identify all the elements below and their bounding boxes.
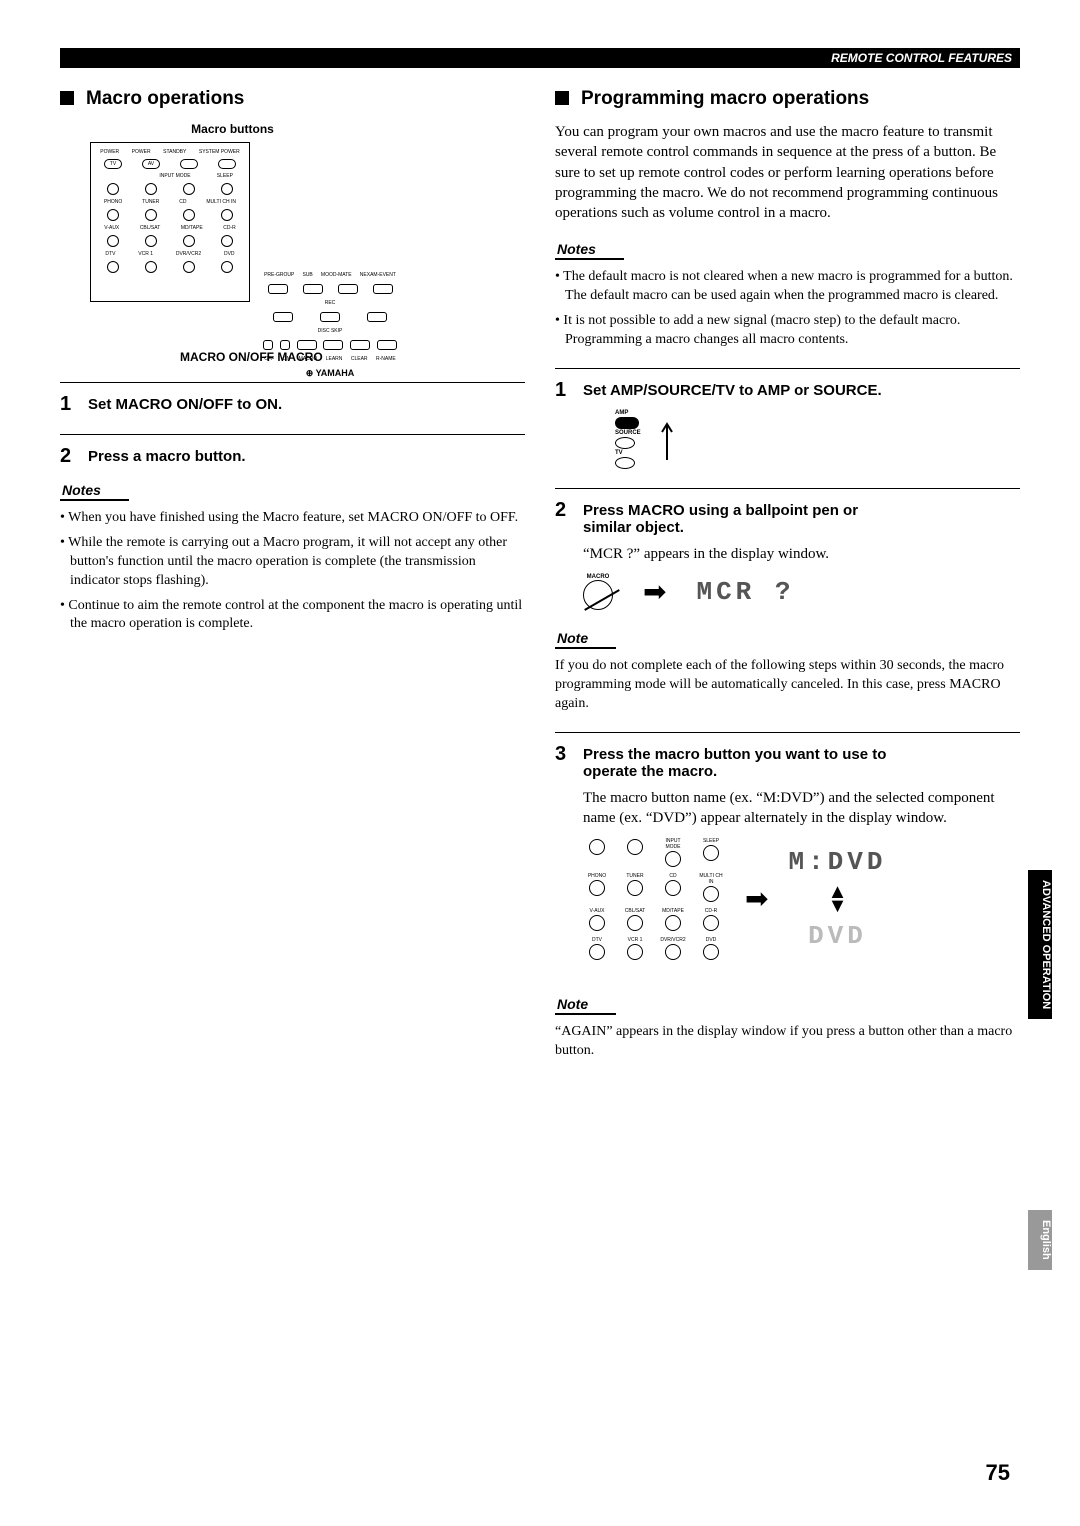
- right-notes-list: The default macro is not cleared when a …: [555, 268, 1020, 350]
- side-tab-advanced: ADVANCED OPERATION: [1028, 870, 1052, 1019]
- divider: [60, 434, 525, 435]
- left-step-1: 1Set MACRO ON/OFF to ON.: [60, 393, 525, 416]
- note-item: When you have finished using the Macro f…: [60, 509, 525, 528]
- page-number: 75: [986, 1460, 1010, 1486]
- right-step-2: 2Press MACRO using a ballpoint pen orsim…: [555, 499, 1020, 536]
- right-column: Programming macro operations You can pro…: [555, 88, 1020, 1073]
- left-title: Macro operations: [60, 88, 525, 110]
- remote-diagram-area: POWERPOWERSTANDBYSYSTEM POWER TVAV INPUT…: [60, 142, 525, 342]
- lcd-display: M:DVD: [788, 847, 886, 877]
- step2-body: “MCR ?” appears in the display window.: [583, 544, 1020, 564]
- lcd-display: DVD: [808, 921, 867, 951]
- right-step-1: 1Set AMP/SOURCE/TV to AMP or SOURCE.: [555, 379, 1020, 402]
- note-item: The default macro is not cleared when a …: [555, 268, 1020, 306]
- note3-text: “AGAIN” appears in the display window if…: [555, 1023, 1020, 1061]
- notes-header-right: Notes: [555, 241, 624, 260]
- amp-source-tv-diagram: AMP SOURCE TV: [615, 410, 1020, 470]
- square-bullet-icon: [60, 91, 74, 105]
- brand-logo: ⊕ YAMAHA: [260, 368, 400, 379]
- header-bar: REMOTE CONTROL FEATURES: [60, 48, 1020, 68]
- right-title: Programming macro operations: [555, 88, 1020, 110]
- button-grid: INPUT MODE SLEEP PHONO TUNER CD MULTI CH…: [583, 838, 725, 960]
- double-arrow-icon: ▲▼: [828, 885, 848, 913]
- header-title: REMOTE CONTROL FEATURES: [831, 51, 1012, 65]
- arrow-right-icon: ➡: [745, 882, 768, 916]
- side-tab-english: English: [1028, 1210, 1052, 1270]
- arrow-right-icon: ➡: [643, 575, 666, 609]
- left-step-2: 2Press a macro button.: [60, 445, 525, 468]
- mcr-diagram-row: MACRO ➡ MCR ?: [583, 574, 1020, 610]
- left-column: Macro operations Macro buttons POWERPOWE…: [60, 88, 525, 1073]
- pen-icon: [584, 589, 620, 611]
- note-item: It is not possible to add a new signal (…: [555, 312, 1020, 350]
- note-header-2: Note: [555, 630, 616, 649]
- step3-body: The macro button name (ex. “M:DVD”) and …: [583, 788, 1020, 829]
- notes-header-left: Notes: [60, 482, 129, 501]
- step3-diagram-row: INPUT MODE SLEEP PHONO TUNER CD MULTI CH…: [555, 838, 1020, 960]
- right-step-3: 3Press the macro button you want to use …: [555, 743, 1020, 780]
- divider: [555, 732, 1020, 733]
- note2-text: If you do not complete each of the follo…: [555, 657, 1020, 714]
- note-header-3: Note: [555, 996, 616, 1015]
- main-columns: Macro operations Macro buttons POWERPOWE…: [60, 88, 1020, 1073]
- note-item: Continue to aim the remote control at th…: [60, 597, 525, 635]
- remote-diagram: POWERPOWERSTANDBYSYSTEM POWER TVAV INPUT…: [90, 142, 250, 302]
- note-item: While the remote is carrying out a Macro…: [60, 534, 525, 591]
- intro-text: You can program your own macros and use …: [555, 122, 1020, 223]
- macro-buttons-label: Macro buttons: [0, 122, 525, 136]
- square-bullet-icon: [555, 91, 569, 105]
- divider: [60, 382, 525, 383]
- lcd-display: MCR ?: [696, 577, 794, 607]
- divider: [555, 488, 1020, 489]
- macro-button-icon: [583, 580, 613, 610]
- left-notes-list: When you have finished using the Macro f…: [60, 509, 525, 634]
- arrow-up-icon: [659, 420, 675, 460]
- side-diagram: PRE-GROUPSUBMOOD-MATENEXAM-EVENT REC DIS…: [260, 272, 400, 382]
- divider: [555, 368, 1020, 369]
